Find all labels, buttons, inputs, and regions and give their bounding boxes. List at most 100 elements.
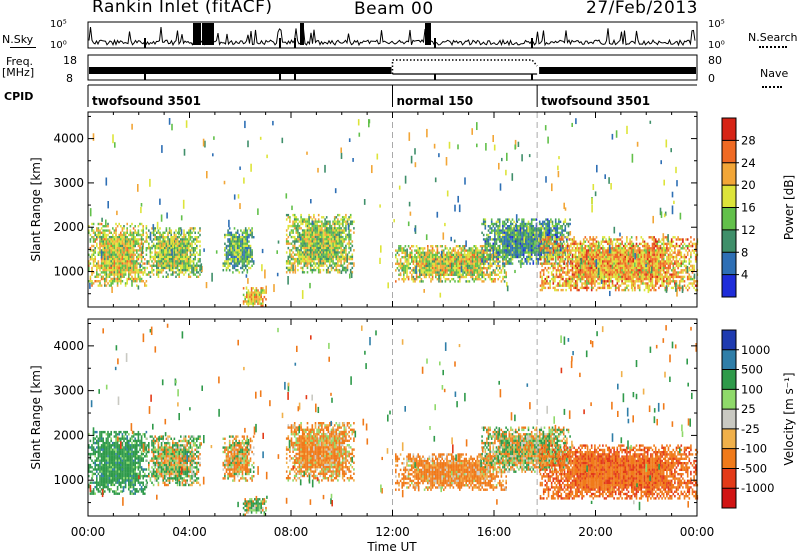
echo-cell xyxy=(484,242,487,245)
echo-cell xyxy=(250,295,253,299)
echo-cell xyxy=(598,269,601,272)
echo-cell xyxy=(120,282,122,285)
echo-cell xyxy=(235,244,237,248)
echo-cell xyxy=(571,277,574,281)
echo-cell xyxy=(600,258,603,261)
echo-cell xyxy=(556,229,559,232)
echo-cell xyxy=(319,231,322,234)
echo-cell xyxy=(526,222,528,226)
echo-cell xyxy=(108,260,111,263)
echo-cell xyxy=(454,280,456,283)
echo-cell xyxy=(116,275,119,278)
echo-cell xyxy=(522,220,525,223)
echo-cell xyxy=(186,262,188,265)
echo-cell xyxy=(156,244,158,248)
echo-cell xyxy=(142,229,144,232)
echo-cell xyxy=(500,255,503,259)
echo-cell xyxy=(483,256,485,259)
echo-cell xyxy=(121,264,124,267)
echo-cell xyxy=(89,240,92,243)
echo-cell xyxy=(454,256,456,259)
echo-cell xyxy=(409,256,411,259)
echo-cell xyxy=(199,244,201,248)
echo-cell xyxy=(564,218,567,221)
echo-cell xyxy=(241,242,244,245)
echo-cell xyxy=(225,244,228,248)
echo-cell xyxy=(120,231,122,234)
echo-cell xyxy=(570,277,572,281)
echo-cell xyxy=(506,242,509,245)
echo-cell xyxy=(459,275,461,279)
echo-cell xyxy=(113,266,116,270)
echo-cell xyxy=(508,225,511,228)
echo-cell xyxy=(463,247,466,250)
echo-cell xyxy=(419,249,421,252)
echo-cell xyxy=(165,258,168,261)
echo-cell xyxy=(404,249,407,252)
echo-cell xyxy=(449,273,451,276)
echo-cell xyxy=(183,238,185,241)
beam-label: Beam 00 xyxy=(354,0,434,19)
echo-cell xyxy=(565,249,567,252)
echo-cell xyxy=(154,264,156,267)
echo-cell xyxy=(455,273,458,276)
echo-cell xyxy=(260,298,262,301)
echo-cell xyxy=(403,251,405,254)
station-title: Rankin Inlet (fitACF) xyxy=(92,0,273,17)
echo-cell xyxy=(176,258,179,261)
echo-cell xyxy=(192,264,195,267)
echo-cell xyxy=(327,268,330,272)
echo-cell xyxy=(188,266,190,270)
echo-cell xyxy=(540,242,543,245)
echo-cell xyxy=(104,242,106,245)
echo-cell xyxy=(554,240,556,243)
echo-cell xyxy=(346,264,349,267)
echo-cell xyxy=(162,244,164,248)
echo-cell xyxy=(502,267,504,270)
echo-cell xyxy=(425,260,427,263)
echo-cell xyxy=(547,258,550,261)
echo-cell xyxy=(438,260,440,263)
echo-cell xyxy=(108,264,111,267)
echo-cell xyxy=(123,227,125,230)
echo-cell xyxy=(468,256,471,259)
echo-cell xyxy=(562,244,564,248)
echo-cell xyxy=(244,255,247,259)
echo-cell xyxy=(584,275,587,279)
echo-cell xyxy=(97,222,100,226)
echo-cell xyxy=(519,249,522,252)
echo-cell xyxy=(94,258,96,261)
echo-cell xyxy=(290,231,293,234)
echo-cell xyxy=(118,242,120,245)
echo-cell xyxy=(301,231,304,234)
echo-cell xyxy=(118,251,120,254)
echo-cell xyxy=(340,260,342,263)
echo-cell xyxy=(97,231,100,234)
echo-cell xyxy=(562,288,564,292)
echo-cell xyxy=(170,238,172,241)
echo-cell xyxy=(594,284,596,287)
echo-cell xyxy=(482,218,485,221)
echo-cell xyxy=(140,233,143,237)
echo-cell xyxy=(128,233,130,237)
echo-cell xyxy=(156,236,158,239)
echo-cell xyxy=(490,218,493,221)
echo-cell xyxy=(137,238,140,241)
echo-cell xyxy=(579,269,582,272)
echo-cell xyxy=(611,251,614,254)
echo-cell xyxy=(105,275,108,278)
echo-cell xyxy=(535,242,538,245)
echo-cell xyxy=(499,271,501,274)
echo-cell xyxy=(116,280,119,283)
echo-cell xyxy=(136,242,138,245)
echo-cell xyxy=(325,264,328,267)
echo-cell xyxy=(156,231,158,234)
echo-cell xyxy=(340,255,342,259)
echo-cell xyxy=(503,229,506,232)
echo-cell xyxy=(481,280,483,283)
echo-cell xyxy=(124,231,127,234)
echo-cell xyxy=(160,240,163,243)
echo-cell xyxy=(582,258,585,261)
echo-cell xyxy=(131,262,133,265)
echo-cell xyxy=(521,244,523,248)
